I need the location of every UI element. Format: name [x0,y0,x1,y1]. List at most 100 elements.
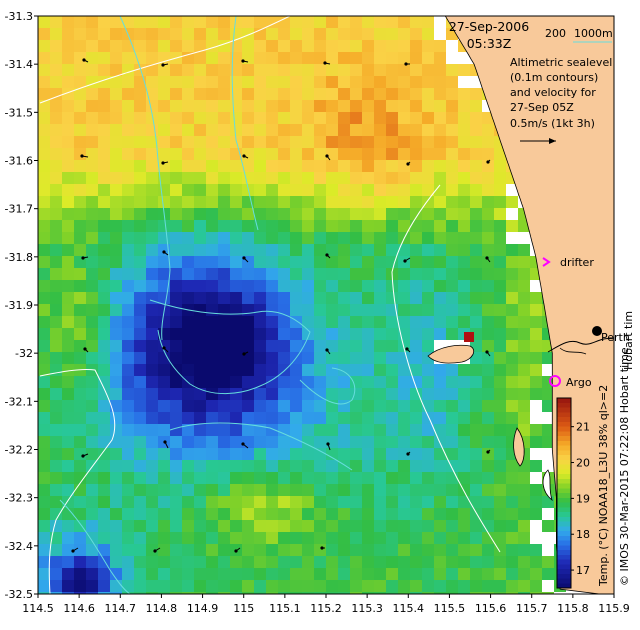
sst-pixel [494,484,506,496]
sst-pixel [98,40,110,52]
sst-pixel [86,436,98,448]
sst-pixel [38,316,50,328]
sst-pixel [122,76,134,88]
sst-pixel [326,304,338,316]
sst-pixel [110,76,122,88]
sst-pixel [374,340,386,352]
x-tick-label: 114.9 [187,602,219,615]
sst-pixel [302,148,314,160]
sst-pixel [434,412,446,424]
sst-pixel [374,148,386,160]
sst-pixel [434,592,446,594]
sst-pixel [218,184,230,196]
sst-pixel [458,436,470,448]
sst-pixel [398,304,410,316]
sst-pixel [134,400,146,412]
sst-pixel [218,256,230,268]
sst-pixel [314,232,326,244]
sst-pixel [542,352,554,364]
sst-pixel [386,460,398,472]
sst-pixel [50,568,62,580]
sst-pixel [326,292,338,304]
sst-pixel [122,436,134,448]
colorbar-swatch [557,412,571,418]
sst-pixel [218,472,230,484]
sst-pixel [278,592,290,594]
sst-pixel [230,412,242,424]
sst-pixel [242,292,254,304]
sst-pixel [326,64,338,76]
sst-pixel [362,364,374,376]
sst-pixel [110,40,122,52]
velocity-arrow [406,451,411,456]
sst-pixel [218,316,230,328]
sst-pixel [266,520,278,532]
sst-pixel [98,568,110,580]
sst-pixel [350,184,362,196]
sst-pixel [302,376,314,388]
sst-pixel [422,388,434,400]
sst-pixel [338,244,350,256]
sst-pixel [314,76,326,88]
sst-pixel [362,184,374,196]
sst-pixel [482,580,494,592]
sst-pixel [482,412,494,424]
sst-pixel [434,172,446,184]
sst-pixel [314,88,326,100]
sst-pixel [494,244,506,256]
sst-pixel [182,16,194,28]
sst-pixel [206,340,218,352]
sst-pixel [158,472,170,484]
sst-pixel [62,64,74,76]
sst-pixel [326,448,338,460]
sst-pixel [434,328,446,340]
sst-pixel [254,52,266,64]
sst-pixel [386,64,398,76]
sst-pixel [146,172,158,184]
sst-pixel [230,244,242,256]
sst-pixel [326,412,338,424]
sst-pixel [182,148,194,160]
sst-pixel [230,532,242,544]
sst-pixel [338,568,350,580]
sst-pixel [470,256,482,268]
sst-pixel [542,592,554,594]
sst-pixel [230,364,242,376]
sst-pixel [170,304,182,316]
sst-pixel [278,100,290,112]
sst-pixel [170,496,182,508]
sst-pixel [230,76,242,88]
sst-pixel [434,76,446,88]
sst-pixel [314,148,326,160]
sst-pixel [314,568,326,580]
sst-pixel [86,136,98,148]
sst-pixel [302,256,314,268]
sst-pixel [206,256,218,268]
sst-pixel [518,592,530,594]
sst-pixel [422,100,434,112]
sst-pixel [458,400,470,412]
sst-pixel [398,352,410,364]
sst-pixel [86,172,98,184]
sst-pixel [446,172,458,184]
velocity-arrow [162,250,169,256]
sst-pixel [74,160,86,172]
sst-pixel [326,232,338,244]
sst-pixel [290,508,302,520]
sst-pixel [266,376,278,388]
sst-pixel [134,220,146,232]
sst-pixel [398,292,410,304]
sst-pixel [338,76,350,88]
sst-pixel [110,400,122,412]
sst-pixel [170,280,182,292]
sst-pixel [302,460,314,472]
sst-pixel [290,400,302,412]
colorbar-swatch [557,407,571,413]
sst-pixel [50,532,62,544]
sst-pixel [458,568,470,580]
sst-pixel [302,412,314,424]
sst-pixel [506,532,518,544]
sst-pixel [374,592,386,594]
sst-pixel [170,436,182,448]
sst-pixel [38,328,50,340]
